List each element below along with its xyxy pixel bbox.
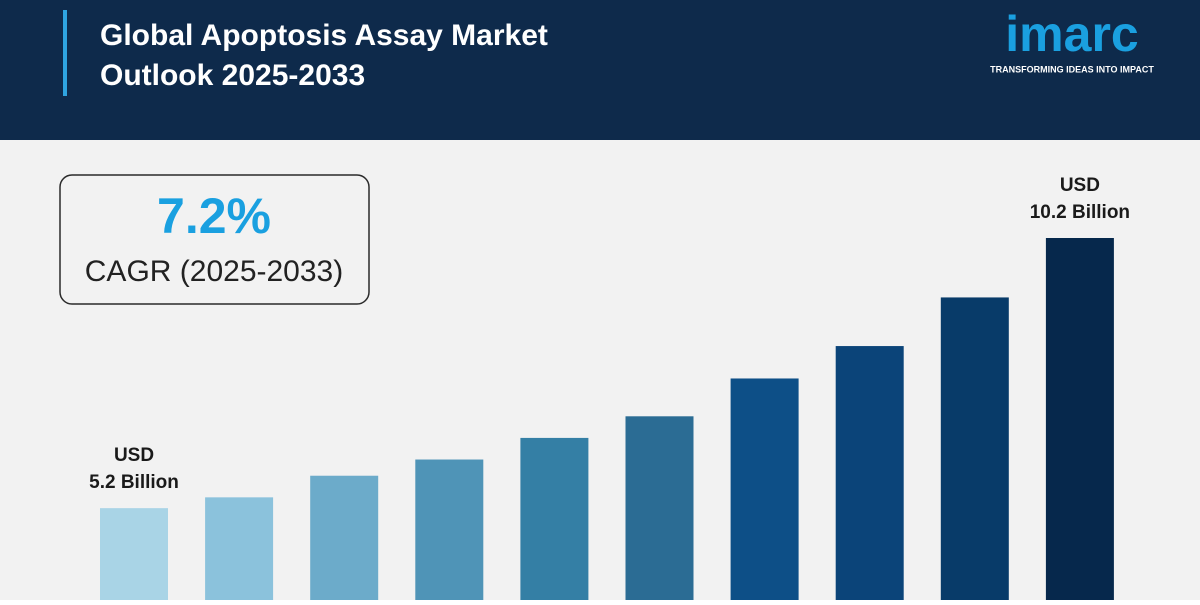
cagr-value: 7.2% [157,188,271,244]
bar [205,497,274,600]
bar [520,437,589,600]
cagr-box [59,174,370,305]
bar-chart: USD 5.2 Billion USD 10.2 Billion [89,175,1130,600]
title-line: Outlook 2025-2033 [100,59,365,92]
bar [940,297,1009,600]
value-label: USD 10.2 Billion [1030,175,1130,223]
bar [835,346,904,600]
header-band [0,0,1200,140]
bar [310,475,379,600]
tagline: TRANSFORMING IDEAS INTO IMPACT [990,64,1154,74]
bar [730,378,799,600]
bar [100,508,168,600]
bar [415,459,484,600]
bar [625,416,694,600]
logo: imarc [1005,6,1138,62]
title-accent [63,10,67,96]
title-line: Global Apoptosis Assay Market [100,19,548,52]
cagr-label: CAGR (2025-2033) [85,255,343,288]
value-label: USD 5.2 Billion [89,445,179,493]
bar [1045,238,1114,600]
